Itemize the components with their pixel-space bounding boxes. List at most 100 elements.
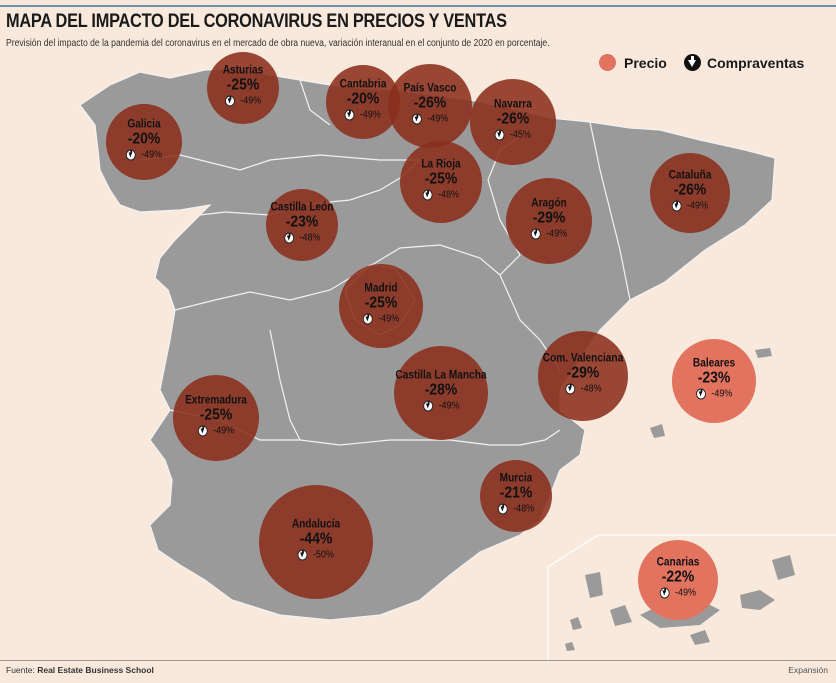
region-name: Canarias (656, 556, 700, 569)
map-subtitle: Previsión del impacto de la pandemia del… (6, 38, 550, 49)
region-sales: -48% (422, 189, 460, 201)
region-price: -25% (199, 406, 233, 424)
region-name: Galicia (127, 118, 161, 131)
region-sales: -49% (362, 313, 399, 325)
region-sales-value: -49% (438, 400, 460, 412)
region-price: -20% (346, 90, 380, 108)
region-price: -20% (127, 130, 161, 148)
region-name: Asturias (222, 64, 264, 77)
down-arrow-icon (422, 189, 433, 201)
region-name: Castilla León (270, 201, 334, 214)
region-name: Com. Valenciana (542, 352, 624, 365)
region-sales: -48% (283, 232, 320, 244)
down-arrow-icon (684, 54, 701, 71)
region-sales: -49% (659, 587, 697, 599)
region-sales: -49% (530, 228, 568, 240)
region-name: Madrid (364, 282, 398, 295)
region-label: Cantabria -20% -49% (336, 79, 389, 126)
region-name: Andalucía (291, 518, 341, 531)
region-name: Murcia (499, 472, 533, 485)
region-sales-value: -49% (675, 587, 697, 599)
region-label: Madrid -25% -49% (361, 283, 401, 330)
region-sales: -48% (497, 503, 535, 515)
bubble-11 (672, 339, 756, 423)
down-arrow-icon (297, 549, 308, 561)
bubble-15 (259, 485, 373, 599)
region-name: Cantabria (339, 78, 387, 91)
bubble-14 (480, 460, 552, 532)
down-arrow-icon (497, 503, 508, 515)
region-price: -29% (532, 209, 566, 227)
region-sales: -49% (224, 95, 262, 107)
down-arrow-icon (411, 113, 422, 125)
down-arrow-icon (695, 388, 706, 400)
bubble-8 (650, 153, 730, 233)
region-sales-value: -49% (360, 109, 382, 121)
region-price: -26% (496, 110, 530, 128)
down-arrow-icon (283, 232, 294, 244)
region-sales: -49% (125, 149, 163, 161)
down-arrow-icon (671, 200, 682, 212)
legend-sales-label: Compraventas (707, 54, 805, 71)
region-sales-value: -49% (141, 149, 163, 161)
bubble-13 (394, 346, 488, 440)
region-sales-value: -49% (711, 388, 733, 400)
down-arrow-icon (344, 109, 355, 121)
region-sales-value: -49% (427, 113, 449, 125)
credit: Expansión (788, 665, 828, 675)
price-bubbles (106, 52, 756, 620)
region-label: Com. Valenciana -29% -48% (537, 353, 628, 400)
down-arrow-icon (530, 228, 541, 240)
region-name: Baleares (692, 357, 736, 370)
region-sales-value: -48% (580, 383, 602, 395)
region-sales-value: -48% (513, 503, 535, 515)
down-arrow-icon (422, 400, 433, 412)
region-sales: -49% (411, 113, 449, 125)
bubble-5 (400, 141, 482, 223)
region-name: Extremadura (185, 394, 247, 407)
region-label: Andalucía -44% -50% (289, 519, 344, 566)
region-label: Castilla León -23% -48% (266, 202, 338, 249)
region-sales-value: -49% (546, 228, 568, 240)
region-sales-value: -49% (240, 95, 262, 107)
region-name: La Rioja (421, 158, 461, 171)
bubble-9 (339, 264, 423, 348)
menorca-shape (755, 348, 772, 358)
region-name: Cataluña (668, 169, 712, 182)
canarias-inset-frame (547, 534, 836, 660)
down-arrow-icon (197, 425, 208, 437)
region-price: -25% (364, 294, 398, 312)
region-label: Castilla La Mancha -28% -49% (389, 370, 493, 417)
region-name: Castilla La Mancha (395, 369, 487, 382)
bubble-3 (470, 79, 556, 165)
down-arrow-icon (224, 95, 235, 107)
region-sales: -49% (344, 109, 382, 121)
source-name: Real Estate Business School (37, 665, 154, 675)
region-sales-value: -48% (438, 189, 460, 201)
price-dot-icon (599, 54, 616, 71)
region-price: -23% (285, 213, 319, 231)
region-price: -28% (424, 381, 458, 399)
region-label: País Vasco -26% -49% (400, 83, 460, 130)
region-sales: -49% (422, 400, 460, 412)
region-label: Galicia -20% -49% (124, 119, 164, 166)
region-sales: -49% (695, 388, 733, 400)
bubble-2 (388, 64, 472, 148)
region-label: Extremadura -25% -49% (181, 395, 251, 442)
down-arrow-icon (564, 383, 575, 395)
region-price: -25% (226, 76, 260, 94)
region-label: Navarra -26% -45% (492, 99, 535, 146)
region-label: Aragón -29% -49% (529, 198, 569, 245)
down-arrow-icon (659, 587, 670, 599)
region-name: Navarra (494, 98, 532, 111)
down-arrow-icon (494, 129, 505, 141)
region-sales: -49% (197, 425, 234, 437)
region-sales: -45% (494, 129, 531, 141)
region-price: -26% (673, 181, 707, 199)
region-price: -44% (299, 530, 333, 548)
region-label: La Rioja -25% -48% (419, 159, 464, 206)
top-rule (0, 5, 836, 7)
region-price: -26% (413, 94, 447, 112)
region-sales-value: -50% (313, 549, 335, 561)
